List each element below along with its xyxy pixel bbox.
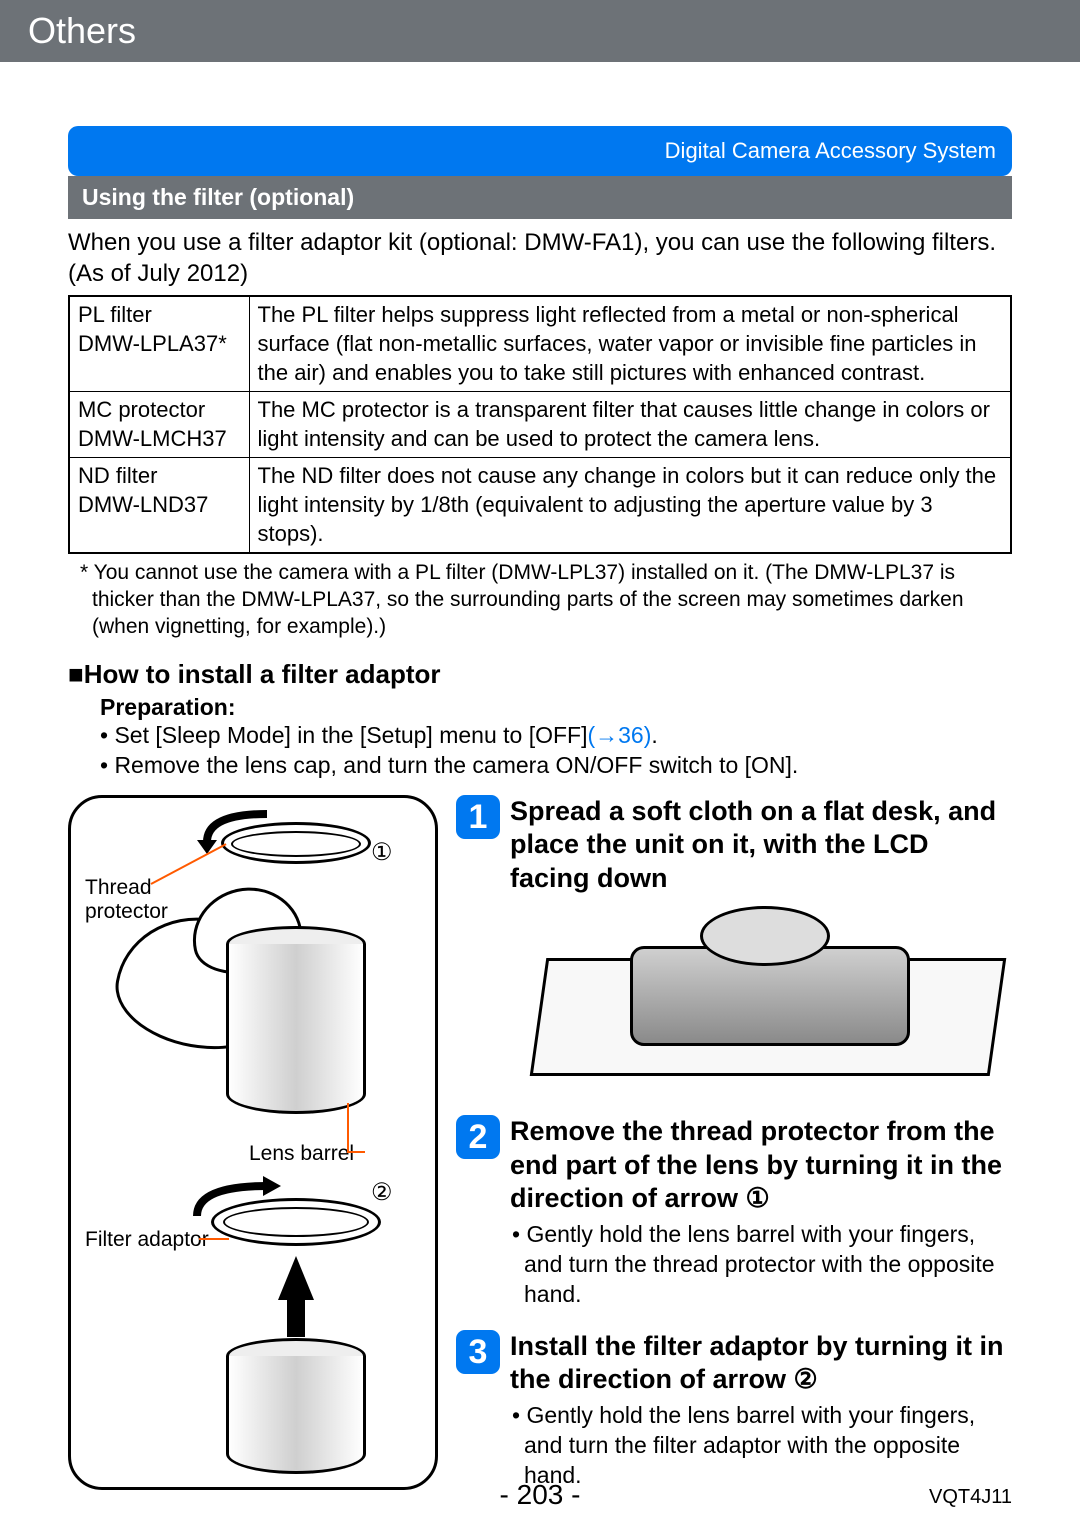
section-title: Others <box>28 10 136 51</box>
step-1: 1 Spread a soft cloth on a flat desk, an… <box>456 795 1012 1105</box>
rotation-arrow-2-icon <box>187 1176 397 1232</box>
preparation-heading: Preparation: <box>100 694 1012 721</box>
table-row: MC protector DMW-LMCH37 The MC protector… <box>69 392 1011 458</box>
callout-line-icon <box>199 1238 229 1240</box>
section-header: Others <box>0 0 1080 62</box>
step-2: 2 Remove the thread protector from the e… <box>456 1115 1012 1310</box>
table-row: ND filter DMW-LND37 The ND filter does n… <box>69 458 1011 553</box>
step-title: Install the filter adaptor by turning it… <box>510 1330 1012 1398</box>
illustration-box: ① Thread protector Lens barrel <box>68 795 438 1490</box>
filter-model: DMW-LMCH37 <box>78 426 227 451</box>
filter-name-cell: MC protector DMW-LMCH37 <box>69 392 249 458</box>
steps-column: 1 Spread a soft cloth on a flat desk, an… <box>456 795 1012 1501</box>
step-subtext: • Gently hold the lens barrel with your … <box>524 1401 1012 1491</box>
lens-barrel-icon <box>226 944 366 1114</box>
step-title: Spread a soft cloth on a flat desk, and … <box>510 795 1012 896</box>
step-title: Remove the thread protector from the end… <box>510 1115 1012 1216</box>
page-link[interactable]: (→36) <box>587 722 651 748</box>
filter-name: MC protector <box>78 397 205 422</box>
using-filter-label: Using the filter (optional) <box>82 184 354 210</box>
step-body: Install the filter adaptor by turning it… <box>510 1330 1012 1491</box>
step-number-badge: 3 <box>456 1330 500 1374</box>
page-content: Digital Camera Accessory System Using th… <box>0 126 1080 1501</box>
lens-barrel2-icon <box>226 1356 366 1474</box>
label-line1: Thread <box>85 876 152 899</box>
filter-name: PL filter <box>78 302 152 327</box>
table-row: PL filter DMW-LPLA37* The PL filter help… <box>69 296 1011 391</box>
prep-item: • Remove the lens cap, and turn the came… <box>100 751 1012 781</box>
using-filter-subheader: Using the filter (optional) <box>68 176 1012 219</box>
filter-name-cell: PL filter DMW-LPLA37* <box>69 296 249 391</box>
rotation-arrow-1-icon <box>197 804 397 854</box>
accessory-system-label: Digital Camera Accessory System <box>665 138 996 163</box>
arrow-up-icon <box>278 1256 314 1300</box>
camera-lens-icon <box>700 906 830 966</box>
filter-name-cell: ND filter DMW-LND37 <box>69 458 249 553</box>
step-3: 3 Install the filter adaptor by turning … <box>456 1330 1012 1491</box>
accessory-system-bar: Digital Camera Accessory System <box>68 126 1012 176</box>
preparation-list: • Set [Sleep Mode] in the [Setup] menu t… <box>100 721 1012 781</box>
howto-heading: ■How to install a filter adaptor <box>68 659 1012 690</box>
intro-paragraph: When you use a filter adaptor kit (optio… <box>68 227 1012 289</box>
document-code: VQT4J11 <box>929 1486 1012 1509</box>
callout-line-icon <box>151 843 227 885</box>
filter-table: PL filter DMW-LPLA37* The PL filter help… <box>68 295 1012 554</box>
prep-text: • Set [Sleep Mode] in the [Setup] menu t… <box>100 721 587 751</box>
main-layout: ① Thread protector Lens barrel <box>68 795 1012 1501</box>
prep-text-end: . <box>651 722 657 748</box>
lens-barrel-label: Lens barrel <box>249 1142 354 1166</box>
filter-model: DMW-LPLA37* <box>78 331 227 356</box>
step-number-badge: 2 <box>456 1115 500 1159</box>
filter-desc-cell: The MC protector is a transparent filter… <box>249 392 1011 458</box>
filter-desc-cell: The PL filter helps suppress light refle… <box>249 296 1011 391</box>
step-body: Spread a soft cloth on a flat desk, and … <box>510 795 1012 1105</box>
callout-line-vert-icon <box>347 1103 349 1151</box>
callout-line-icon <box>347 1151 365 1153</box>
step-body: Remove the thread protector from the end… <box>510 1115 1012 1310</box>
page-number: - 203 - <box>0 1479 1080 1511</box>
filter-model: DMW-LND37 <box>78 492 208 517</box>
label-line2: protector <box>85 900 168 923</box>
camera-on-cloth-illustration <box>510 906 1012 1081</box>
filter-desc-cell: The ND filter does not cause any change … <box>249 458 1011 553</box>
step-number-badge: 1 <box>456 795 500 839</box>
footnote-text: * You cannot use the camera with a PL fi… <box>68 560 1012 641</box>
filter-adaptor-label: Filter adaptor <box>85 1228 209 1252</box>
filter-name: ND filter <box>78 463 157 488</box>
prep-item: • Set [Sleep Mode] in the [Setup] menu t… <box>100 721 1012 751</box>
step-subtext: • Gently hold the lens barrel with your … <box>524 1220 1012 1310</box>
